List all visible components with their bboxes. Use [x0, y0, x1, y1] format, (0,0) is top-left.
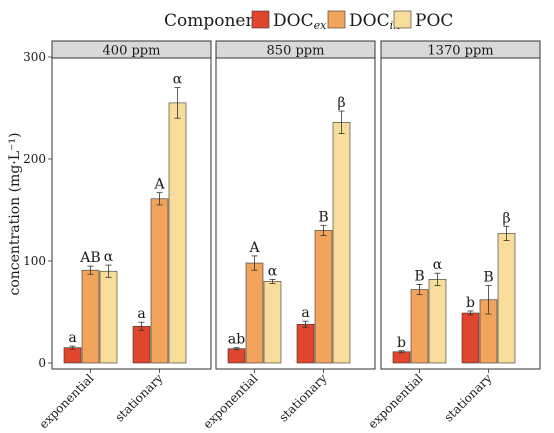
panel-title-2: 1370 ppm — [427, 44, 493, 59]
significance-label-0-1-0: a — [137, 306, 145, 322]
significance-label-1-1-1: B — [318, 209, 328, 225]
bar-1-1-2 — [332, 121, 351, 364]
bar-1-1-0 — [296, 323, 315, 364]
panel-frame-1 — [215, 57, 376, 370]
legend-title: Component — [164, 11, 263, 31]
bar-1-1-1 — [314, 230, 333, 364]
legend: ComponentDOCexDOCinPOC — [164, 10, 453, 32]
bar-0-1-1 — [150, 198, 169, 364]
significance-label-0-0-1: AB — [79, 250, 100, 266]
legend-key-1 — [327, 10, 346, 29]
significance-label-2-0-1: B — [414, 268, 424, 284]
y-tick-label-1: 100 — [23, 254, 46, 268]
significance-label-0-1-1: A — [153, 177, 165, 193]
panel-strip-0 — [51, 40, 212, 59]
legend-key-0 — [251, 10, 270, 29]
legend-label-base-0: DOC — [273, 11, 314, 31]
y-tick-label-0: 0 — [38, 356, 46, 370]
significance-label-1-1-0: a — [301, 305, 309, 321]
significance-label-2-1-2: β — [502, 210, 510, 226]
bar-2-0-0 — [392, 351, 411, 364]
y-axis-label: concentration (mg·L⁻¹) — [7, 132, 23, 295]
bar-0-1-2 — [168, 102, 187, 364]
bar-2-0-1 — [410, 289, 429, 364]
panel-strip-1 — [215, 40, 376, 59]
significance-label-1-0-1: A — [248, 240, 260, 256]
x-tick-label-0-0: exponential — [37, 371, 97, 428]
legend-key-2 — [393, 10, 412, 29]
significance-label-0-1-2: α — [173, 72, 183, 88]
x-tick-label-1-0: exponential — [201, 371, 261, 428]
significance-label-2-1-0: b — [466, 295, 475, 311]
bar-0-0-2 — [99, 270, 118, 364]
legend-label-base-2: POC — [415, 11, 453, 31]
legend-label-0: DOCex — [273, 11, 327, 32]
x-tick-label-2-1: stationary — [441, 371, 494, 424]
bar-0-0-0 — [63, 347, 82, 364]
bar-0-1-0 — [132, 325, 151, 364]
bar-0-0-1 — [81, 269, 100, 364]
y-tick-label-3: 300 — [23, 50, 46, 64]
panel-frame-0 — [51, 57, 212, 370]
significance-label-1-0-0: ab — [228, 332, 245, 348]
significance-label-1-0-2: α — [268, 263, 278, 279]
legend-label-base-1: DOC — [349, 11, 390, 31]
y-axis: 0 100 200 300 concentration (mg·L⁻¹) — [7, 50, 52, 370]
bar-1-0-0 — [227, 348, 246, 364]
y-tick-label-2: 200 — [23, 152, 46, 166]
panel-strip-2 — [380, 40, 541, 59]
panel-1: 850 ppm ab Aα exponential a Bβ stationary — [201, 40, 376, 431]
panel-title-0: 400 ppm — [103, 44, 161, 59]
x-tick-label-2-0: exponential — [366, 371, 426, 428]
x-tick-label-0-1: stationary — [112, 371, 165, 424]
significance-label-2-0-0: b — [397, 335, 406, 351]
bar-2-0-2 — [428, 279, 447, 364]
significance-label-2-0-2: α — [433, 257, 443, 273]
significance-label-0-0-0: a — [68, 330, 76, 346]
x-tick-label-1-1: stationary — [276, 371, 329, 424]
bar-1-0-1 — [245, 262, 264, 364]
bar-1-0-2 — [263, 281, 282, 364]
bar-2-1-2 — [497, 233, 516, 364]
significance-label-2-1-1: B — [483, 269, 493, 285]
significance-label-0-0-2: α — [104, 249, 114, 265]
panel-title-1: 850 ppm — [267, 44, 325, 59]
panel-frame-2 — [380, 57, 541, 370]
significance-label-1-1-2: β — [337, 95, 345, 111]
bar-2-1-0 — [461, 312, 480, 364]
legend-label-sub-0: ex — [314, 19, 328, 32]
legend-label-1: DOCin — [349, 11, 400, 32]
legend-label-2: POC — [415, 11, 453, 31]
